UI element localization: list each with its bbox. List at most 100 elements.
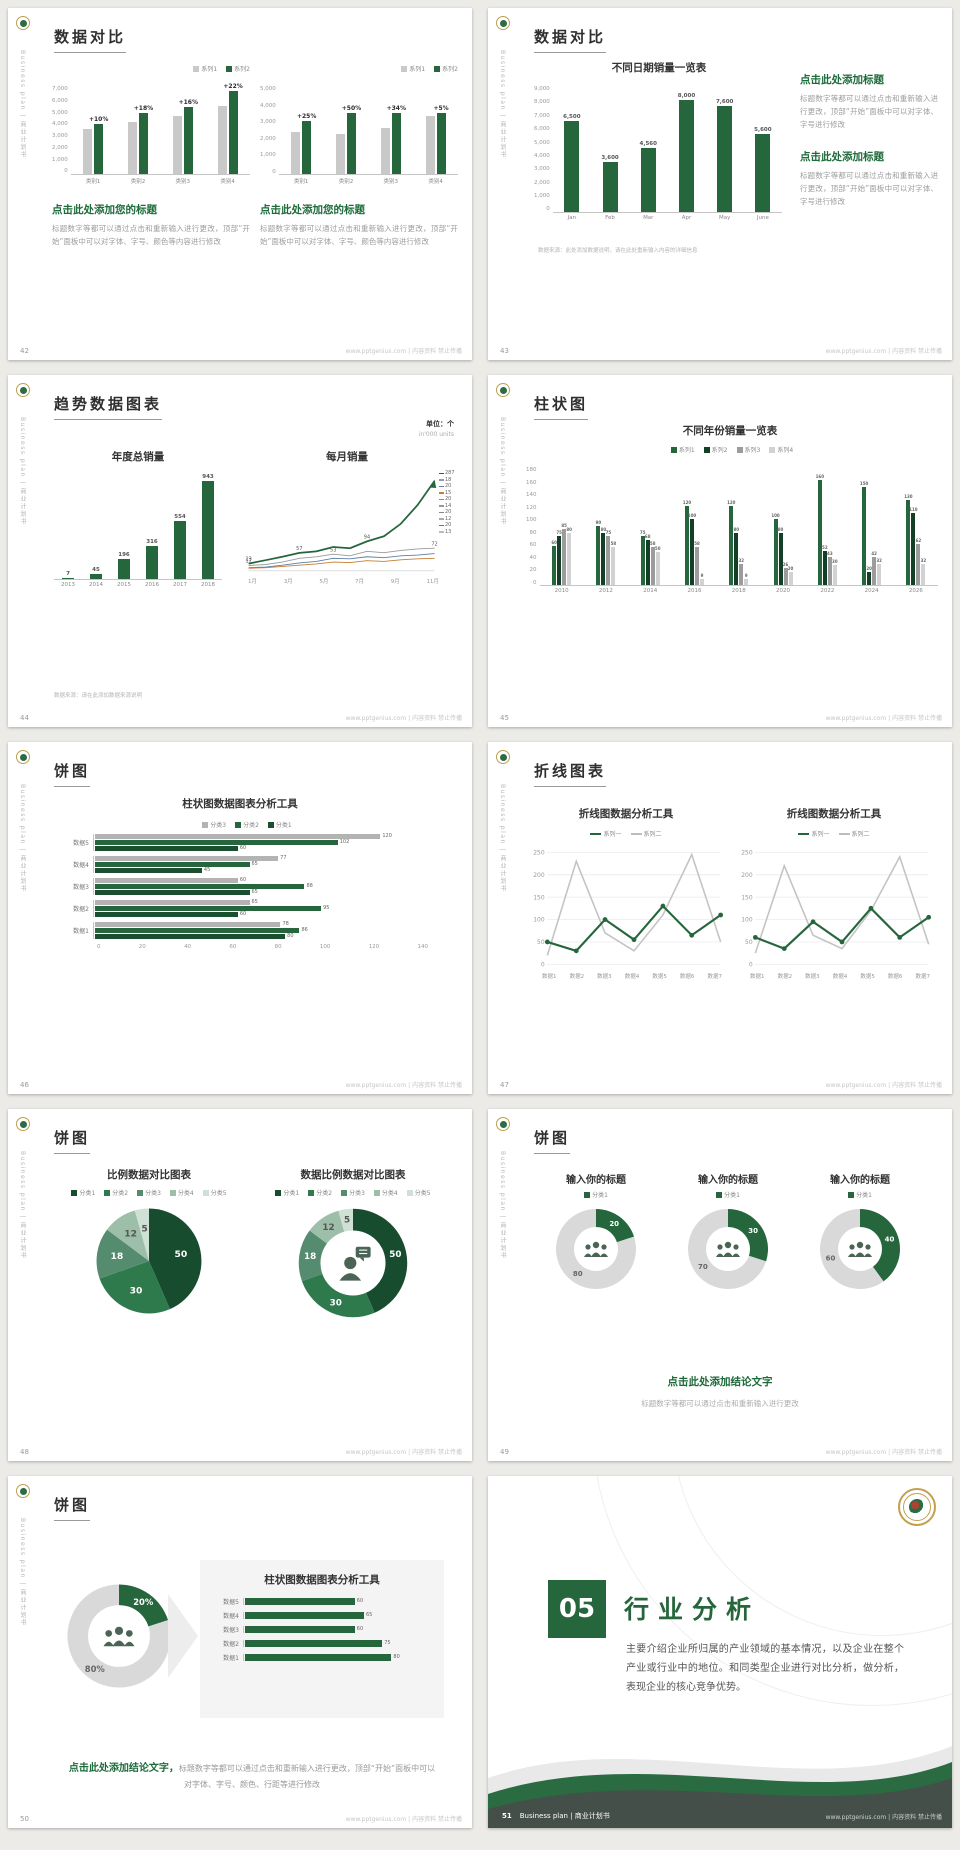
chart-title: 柱状图数据图表分析工具 xyxy=(182,798,298,810)
page-number: 42 xyxy=(20,347,29,355)
text-column: 点击此处添加标题 标题数字等都可以通过点击和重新输入进行更改，顶部“开始”面板中… xyxy=(800,72,938,209)
page-number: 50 xyxy=(20,1815,29,1823)
section-title: 行业分析 xyxy=(624,1595,761,1624)
pie-block-right: 数据比例数据对比图表 分类1 分类2 分类3 分类4 分类5 50 30 18 12 5 xyxy=(254,1167,452,1324)
sidebar-vertical-text: Business plan | 商业计划书 xyxy=(19,1151,26,1260)
slide-sidebar: Business plan | 商业计划书 xyxy=(488,742,520,1094)
svg-text:94: 94 xyxy=(364,534,370,540)
slide-footer: www.pptgenius.com | 内容资料 禁止传播 xyxy=(825,1082,942,1089)
slide-43[interactable]: Business plan | 商业计划书 数据对比 不同日期销量一览表 9,0… xyxy=(488,8,952,360)
page-number: 45 xyxy=(500,714,509,722)
chart-title: 数据比例数据对比图表 xyxy=(300,1169,406,1181)
slide-footer: www.pptgenius.com | 内容资料 禁止传播 xyxy=(345,1449,462,1456)
line-chart-left: 系列一 系列二 250 200 150 100 50 0 数据1 数据2 数据3 数据4 数据5 数据6 数… xyxy=(533,831,724,980)
svg-text:60: 60 xyxy=(826,1255,836,1263)
brand-logo-icon xyxy=(496,750,510,764)
svg-text:100: 100 xyxy=(533,917,545,924)
slide-42[interactable]: Business plan | 商业计划书 数据对比 系列1 系列2 7,000 6,… xyxy=(8,8,472,360)
brand-logo-icon xyxy=(16,750,30,764)
block-heading: 点击此处添加标题 xyxy=(800,74,884,86)
footer-label: Business plan | 商业计划书 xyxy=(519,1812,610,1820)
sidebar-vertical-text: Business plan | 商业计划书 xyxy=(499,1151,506,1260)
chart-title: 不同日期销量一览表 xyxy=(611,62,707,74)
block-body: 标题数字等都可以通过点击和重新输入进行更改，顶部“开始”面板中可以对字体、字号进… xyxy=(800,171,938,206)
slide-title: 饼图 xyxy=(54,760,91,787)
section-number: 05 xyxy=(548,1580,606,1638)
donut-block-1: 输入你的标题 分类1 20 80 xyxy=(532,1171,660,1294)
page-number: 47 xyxy=(500,1081,509,1089)
divider-footer: 51 Business plan | 商业计划书 xyxy=(502,1811,610,1821)
unit-label: 单位：个 in'000 units xyxy=(419,419,454,438)
svg-text:20: 20 xyxy=(609,1220,619,1228)
chart-title: 每月销量 xyxy=(326,451,368,463)
slide-sidebar: Business plan | 商业计划书 xyxy=(8,375,40,727)
page-number: 49 xyxy=(500,1448,509,1456)
svg-text:100: 100 xyxy=(741,917,753,924)
slide-footer: www.pptgenius.com | 内容资料 禁止传播 xyxy=(825,1814,942,1821)
line-chart-block-left: 折线图数据分析工具 系列一 系列二 250 200 150 100 50 0 数据1 数据2 数据3… xyxy=(526,806,726,980)
annual-sales-bar-chart: 7 2013 45 2014 196 2015 316 2016 554 2017 943 2018 xyxy=(54,467,222,593)
pie-chart: 分类1 分类2 分类3 分类4 分类5 50 30 18 12 5 xyxy=(50,1188,248,1320)
slide-title: 数据对比 xyxy=(54,26,127,53)
brand-logo-icon xyxy=(496,16,510,30)
horizontal-bar-chart: 数据5 60 数据4 65 数据3 60 数据2 75 数据1 80 xyxy=(216,1597,428,1662)
slide-footer: www.pptgenius.com | 内容资料 禁止传播 xyxy=(825,1449,942,1456)
chart-title: 比例数据对比图表 xyxy=(107,1169,191,1181)
svg-text:40: 40 xyxy=(885,1235,895,1243)
slide-48[interactable]: Business plan | 商业计划书 饼图 比例数据对比图表 分类1 分类2… xyxy=(8,1109,472,1461)
svg-text:5: 5 xyxy=(141,1223,147,1234)
slide-46[interactable]: Business plan | 商业计划书 饼图 柱状图数据图表分析工具 分类3… xyxy=(8,742,472,1094)
donut-chart-2: 分类1 30 70 xyxy=(664,1190,792,1294)
svg-text:18: 18 xyxy=(111,1251,124,1262)
svg-text:50: 50 xyxy=(537,939,545,946)
svg-text:30: 30 xyxy=(748,1227,758,1235)
slide-sidebar: Business plan | 商业计划书 xyxy=(488,1109,520,1461)
svg-text:0: 0 xyxy=(541,961,545,968)
svg-text:20%: 20% xyxy=(133,1597,154,1607)
comparison-block-right: 系列1 系列2 5,000 4,000 3,000 2,000 1,000 0 +25% 类别1 +… xyxy=(260,64,458,249)
sidebar-vertical-text: Business plan | 商业计划书 xyxy=(499,50,506,159)
brand-logo-icon xyxy=(496,1117,510,1131)
svg-text:30: 30 xyxy=(130,1285,143,1296)
page-number: 43 xyxy=(500,347,509,355)
data-source-note: 数据来源：此处添加数据说明，请在此处重新输入内容的详细信息 xyxy=(538,248,698,254)
chart-title: 折线图数据分析工具 xyxy=(786,808,882,820)
brand-logo-icon xyxy=(16,1484,30,1498)
svg-text:200: 200 xyxy=(741,872,753,879)
slide-47[interactable]: Business plan | 商业计划书 折线图表 折线图数据分析工具 系列一… xyxy=(488,742,952,1094)
conclusion-text: 点击此处添加结论文字，标题数字等都可以通过点击和重新输入进行更改，顶部“开始”面… xyxy=(66,1760,438,1792)
svg-text:30: 30 xyxy=(330,1299,342,1309)
chart-title: 年度总销量 xyxy=(111,451,165,463)
sidebar-vertical-text: Business plan | 商业计划书 xyxy=(19,417,26,526)
slide-50[interactable]: Business plan | 商业计划书 饼图 20% 80% 柱状图数据图表分… xyxy=(8,1476,472,1828)
conclusion-body: 标题数字等都可以通过点击和重新输入进行更改，顶部“开始”面板中可以对字体、字号、… xyxy=(178,1763,436,1789)
chart-title: 输入你的标题 xyxy=(566,1175,626,1186)
comparison-block-left: 系列1 系列2 7,000 6,000 5,000 4,000 3,000 2,000 1,00… xyxy=(52,64,250,249)
slide-title: 柱状图 xyxy=(534,393,589,420)
conclusion-lead: 点击此处添加结论文字， xyxy=(68,1762,179,1774)
horizontal-grouped-bar-chart: 分类3 分类2 分类1 数据5 120 102 60 数据4 77 65 45 数据3 60 88 65 数据… xyxy=(73,821,428,950)
slide-sidebar: Business plan | 商业计划书 xyxy=(8,8,40,360)
slide-footer: www.pptgenius.com | 内容资料 禁止传播 xyxy=(345,1816,462,1823)
svg-text:50: 50 xyxy=(174,1249,187,1260)
svg-text:80%: 80% xyxy=(85,1664,106,1674)
brand-logo-icon xyxy=(16,1117,30,1131)
donut-block-2: 输入你的标题 分类1 30 70 xyxy=(664,1171,792,1294)
slide-footer: www.pptgenius.com | 内容资料 禁止传播 xyxy=(345,715,462,722)
slide-44[interactable]: Business plan | 商业计划书 趋势数据图表 单位：个 in'000… xyxy=(8,375,472,727)
svg-text:200: 200 xyxy=(533,872,545,879)
block-body: 标题数字等都可以通过点击和重新输入进行更改，顶部“开始”面板中可以对字体、字号、… xyxy=(52,224,250,246)
page-number: 46 xyxy=(20,1081,29,1089)
svg-text:150: 150 xyxy=(533,894,545,901)
brand-logo-icon xyxy=(16,383,30,397)
slide-49[interactable]: Business plan | 商业计划书 饼图 输入你的标题 分类1 20 80 … xyxy=(488,1109,952,1461)
brand-logo-icon xyxy=(496,383,510,397)
slide-51[interactable]: 05 行业分析 主要介绍企业所归属的产业领域的基本情况，以及企业在整个产业或行业… xyxy=(488,1476,952,1828)
page-number: 48 xyxy=(20,1448,29,1456)
svg-text:150: 150 xyxy=(741,894,753,901)
svg-text:0: 0 xyxy=(749,961,753,968)
donut-chart-3: 分类1 40 60 xyxy=(796,1190,924,1294)
line-chart-block-right: 折线图数据分析工具 系列一 系列二 250 200 150 100 50 0 数据1 数据2 数据3… xyxy=(734,806,934,980)
slide-45[interactable]: Business plan | 商业计划书 柱状图 不同年份销量一览表 系列1 系… xyxy=(488,375,952,727)
grouped-bar-chart-left: 系列1 系列2 7,000 6,000 5,000 4,000 3,000 2,000 1,00… xyxy=(52,65,250,185)
